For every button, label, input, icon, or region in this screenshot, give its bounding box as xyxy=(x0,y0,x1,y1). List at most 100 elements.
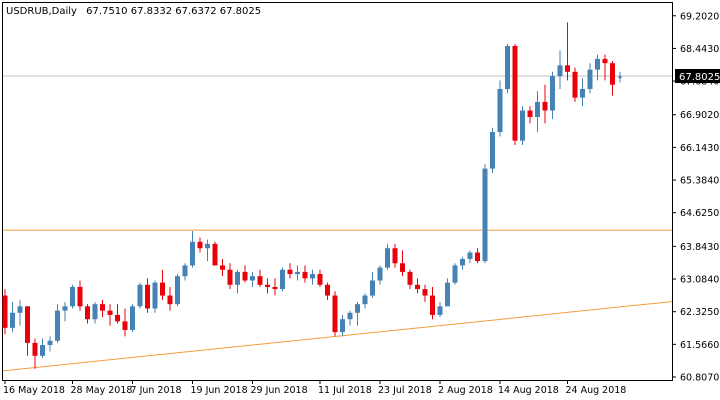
candles xyxy=(2,22,622,369)
candle-body xyxy=(422,289,428,296)
candle xyxy=(190,231,195,268)
candle-body xyxy=(160,282,165,296)
time-tick-label: 19 Jun 2018 xyxy=(191,385,248,396)
candle xyxy=(422,284,428,303)
candle xyxy=(100,299,105,318)
price-tick-label: 63.0840 xyxy=(680,275,719,286)
candle-body xyxy=(250,276,255,281)
candle xyxy=(377,265,383,285)
candle xyxy=(512,43,518,145)
candle-body xyxy=(227,269,233,285)
candle-body xyxy=(370,280,375,296)
candle xyxy=(2,289,8,335)
candle xyxy=(610,61,615,96)
time-tick-label: 11 Jul 2018 xyxy=(318,385,372,396)
candle-body xyxy=(445,282,450,307)
candle xyxy=(115,304,120,324)
candle xyxy=(490,127,495,173)
candle xyxy=(302,265,308,283)
candle xyxy=(407,269,413,290)
candle-body xyxy=(40,345,45,356)
candle xyxy=(370,271,375,298)
candle xyxy=(392,243,398,268)
candle xyxy=(160,269,165,300)
candle xyxy=(445,278,450,307)
candle-body xyxy=(340,319,345,333)
symbol-label: USDRUB,Daily xyxy=(6,6,77,17)
time-tick-label: 16 May 2018 xyxy=(3,385,65,396)
candle-body xyxy=(415,284,420,290)
candle xyxy=(482,164,488,264)
candle-body xyxy=(618,76,622,79)
candle-body xyxy=(100,304,105,311)
candle xyxy=(182,263,188,281)
candle xyxy=(618,71,622,83)
price-tick-label: 66.9020 xyxy=(680,110,719,121)
candle xyxy=(452,263,458,285)
candle-body xyxy=(257,276,263,285)
candle-body xyxy=(505,45,510,90)
candle xyxy=(527,106,533,124)
candle xyxy=(32,338,38,369)
candle-body xyxy=(92,304,98,320)
candle xyxy=(280,267,285,292)
candle-body xyxy=(482,168,488,262)
candle-body xyxy=(55,310,60,341)
candle-body xyxy=(377,267,383,281)
candle xyxy=(415,278,420,294)
candle-body xyxy=(407,271,413,285)
candle-body xyxy=(77,286,83,307)
candle-body xyxy=(565,65,570,72)
candle xyxy=(85,304,90,324)
candle xyxy=(152,280,158,313)
candle-body xyxy=(467,252,473,259)
candle xyxy=(25,306,30,356)
candle xyxy=(580,78,585,107)
price-tick-label: 64.6250 xyxy=(680,208,719,219)
time-tick-label: 29 Jun 2018 xyxy=(251,385,308,396)
price-tick-label: 69.2020 xyxy=(680,11,719,22)
candle xyxy=(145,278,150,313)
candle xyxy=(62,302,68,322)
candle-body xyxy=(512,45,518,141)
candle xyxy=(122,308,128,337)
time-tick-label: 2 Aug 2018 xyxy=(438,385,493,396)
candle xyxy=(77,280,83,311)
candle-body xyxy=(310,274,315,279)
candle-body xyxy=(272,286,278,290)
candle xyxy=(332,291,338,337)
time-tick-label: 28 May 2018 xyxy=(71,385,133,396)
candle-body xyxy=(107,310,113,315)
candle xyxy=(205,239,210,262)
candle-body xyxy=(287,269,293,275)
candle-body xyxy=(242,271,248,281)
candle-body xyxy=(17,306,23,313)
candle xyxy=(10,302,15,333)
candle-body xyxy=(452,265,458,283)
candle xyxy=(137,282,143,309)
candle-body xyxy=(325,284,330,296)
candle-body xyxy=(392,248,398,264)
candle xyxy=(467,250,473,264)
candle xyxy=(497,80,503,137)
candle-body xyxy=(460,258,465,266)
candle-body xyxy=(175,276,180,305)
candle xyxy=(535,91,540,133)
candle xyxy=(572,67,578,102)
candle-body xyxy=(115,314,120,322)
candle xyxy=(475,248,480,264)
price-axis: 69.202068.443067.684066.902066.143065.38… xyxy=(672,11,719,384)
candle-body xyxy=(595,58,600,70)
candle xyxy=(542,84,548,124)
candle-body xyxy=(610,63,615,85)
candle xyxy=(40,338,45,358)
candle-body xyxy=(167,295,173,305)
candle-body xyxy=(572,71,578,98)
price-tick-label: 61.5660 xyxy=(680,340,719,351)
candle xyxy=(220,258,225,277)
candle-body xyxy=(10,312,15,328)
candle-body xyxy=(235,271,240,285)
candle-body xyxy=(2,295,8,328)
